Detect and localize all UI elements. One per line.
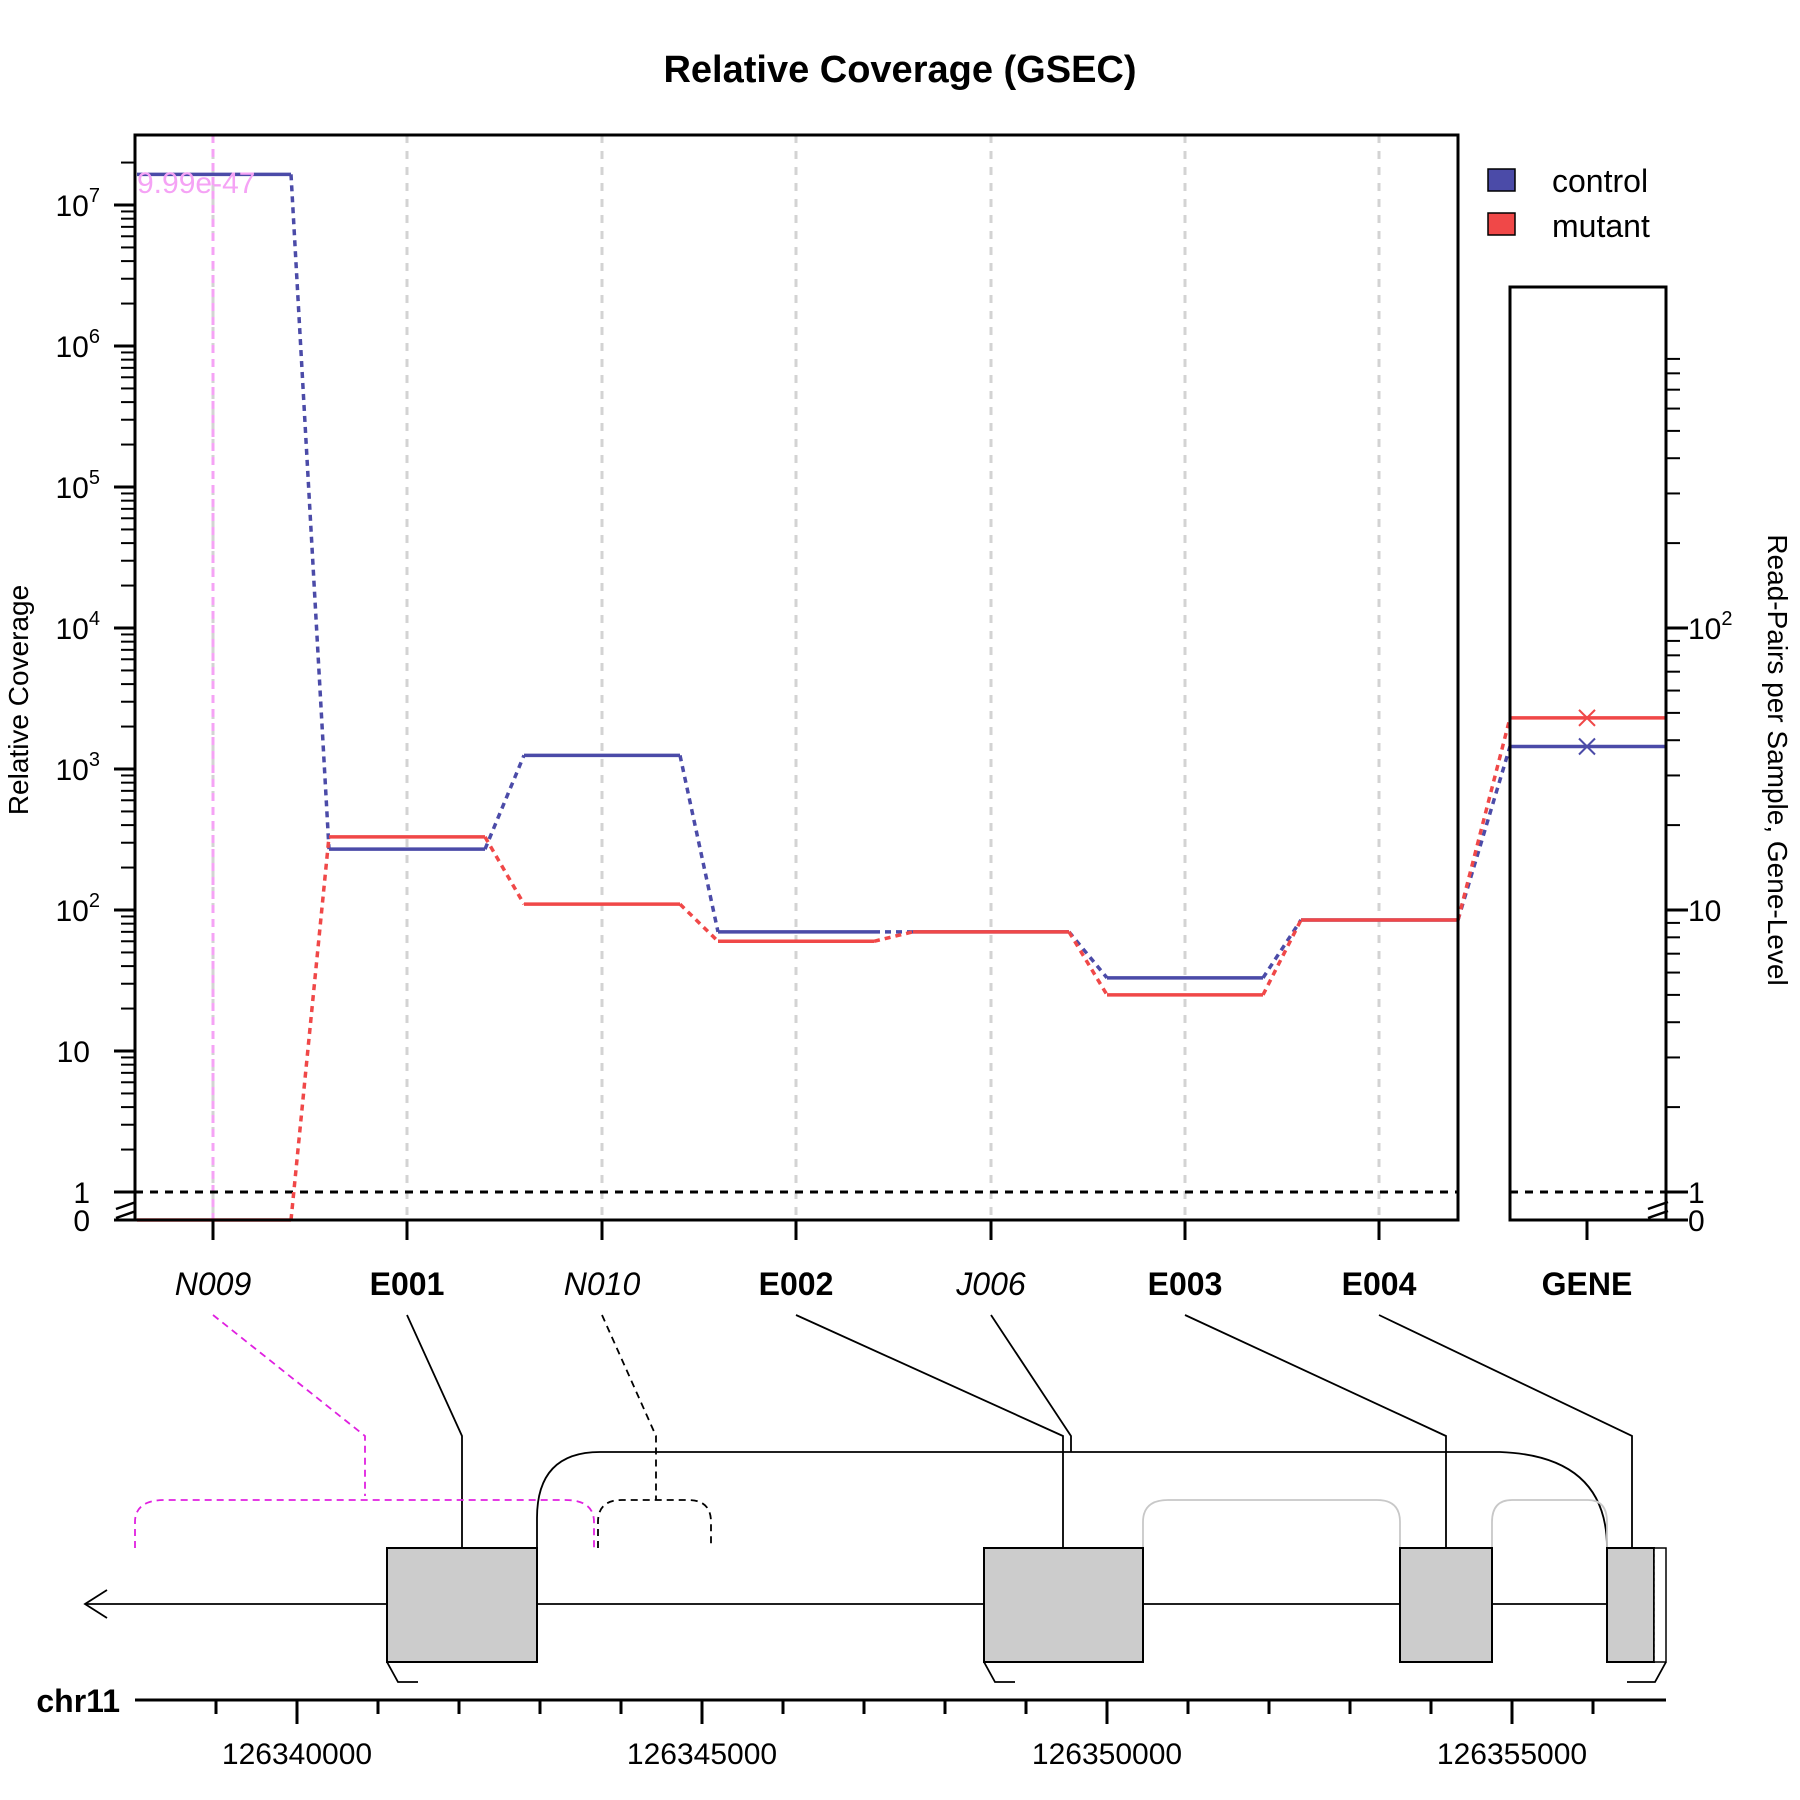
junction-e003-e004 (1491, 1499, 1608, 1548)
legend: control mutant (1487, 163, 1650, 244)
y-axis-right: 01 10 102 (1647, 287, 1733, 1238)
y-tick-label: 105 (56, 467, 101, 505)
series-mutant-connector-6 (1261, 919, 1303, 996)
feature-connectors (212, 1314, 1633, 1548)
exon-box-e001 (386, 1547, 538, 1663)
series-mutant-connector-5 (1067, 930, 1109, 996)
exon-e001-foot (386, 1661, 418, 1683)
series-mutant-connector-3 (678, 902, 720, 943)
series-control-connector-1 (289, 174, 331, 850)
junction-e002-e003 (1142, 1499, 1401, 1548)
feature-gridlines (211, 135, 1381, 1220)
y-tick-label: 102 (56, 890, 101, 928)
y-right-tick-label: 10 (1688, 895, 1721, 928)
gene-level-mutant-marker (1578, 709, 1596, 727)
y-tick-label: 104 (56, 608, 101, 646)
y-right-tick-label: 102 (1688, 608, 1733, 646)
y-tick-label: 0 (73, 1205, 90, 1238)
y-axis-right-label: Read-Pairs per Sample, Gene-Level (1762, 534, 1793, 985)
feature-label-e002: E002 (759, 1266, 834, 1302)
legend-label-control: control (1552, 163, 1648, 199)
y-axis-left: 01 10 102 103 104 105 106 107 (56, 135, 137, 1238)
exon-e002-foot (983, 1661, 1015, 1683)
y-tick-label: 107 (56, 185, 101, 223)
pvalue-label: 9.99e-47 (137, 167, 255, 200)
exon-e004-foot (1627, 1661, 1667, 1683)
gene-model (83, 1547, 1667, 1683)
connector-n010 (601, 1314, 657, 1500)
connector-e002 (795, 1314, 1064, 1548)
legend-swatch-mutant (1487, 212, 1516, 236)
feature-axis: N009 E001 N010 E002 J006 E003 E004 GENE (135, 1218, 1666, 1302)
feature-label-j006: J006 (955, 1266, 1026, 1302)
chromosome-label: chr11 (36, 1683, 120, 1719)
splice-junctions (134, 1451, 1608, 1549)
genomic-tick-label: 126345000 (627, 1738, 777, 1771)
series-control-connector-6 (1261, 918, 1303, 979)
series-lines (137, 172, 1512, 1222)
series-mutant-connector-2 (483, 836, 526, 906)
series-control-connector-3 (678, 754, 720, 933)
exon-box-e004 (1606, 1547, 1655, 1663)
series-mutant-connector-1 (289, 836, 331, 1221)
legend-swatch-control (1487, 168, 1516, 192)
legend-label-mutant: mutant (1552, 208, 1650, 244)
series-control-connector-gene (1456, 745, 1512, 921)
exon-box-e003 (1399, 1547, 1493, 1663)
strand-arrow-icon (83, 1589, 108, 1619)
feature-label-n010: N010 (564, 1266, 641, 1302)
genomic-tick-label: 126350000 (1032, 1738, 1182, 1771)
gene-plot-frame (1508, 285, 1668, 1222)
y-tick-label: 1 (73, 1177, 90, 1210)
genomic-axis: 126340000 126345000 126350000 126355000 (214, 1700, 1595, 1771)
gene-level-marks (1510, 709, 1666, 756)
connector-e003 (1184, 1314, 1447, 1548)
connector-j006 (990, 1314, 1072, 1452)
y-tick-label: 10 (57, 1036, 90, 1069)
exon-box-e004-utr (1653, 1547, 1667, 1663)
series-mutant-connector-gene (1456, 717, 1512, 921)
y-axis-label: Relative Coverage (3, 585, 34, 815)
y-right-tick-label: 0 (1688, 1205, 1705, 1238)
chart-title: Relative Coverage (GSEC) (663, 49, 1136, 91)
series-mutant-connector-4 (873, 930, 914, 943)
feature-label-n009: N009 (175, 1266, 252, 1302)
series-control-connector-5 (1067, 930, 1109, 980)
feature-label-e003: E003 (1148, 1266, 1223, 1302)
y-axis-break-icon (115, 1200, 137, 1220)
y-right-tick-label: 1 (1688, 1177, 1705, 1210)
junction-n010 (597, 1499, 712, 1548)
junction-n009 (134, 1499, 595, 1548)
gene-level-control-marker (1578, 737, 1596, 756)
series-control-connector-2 (483, 754, 526, 850)
connector-e004 (1378, 1314, 1633, 1548)
feature-label-e001: E001 (370, 1266, 445, 1302)
feature-label-gene: GENE (1542, 1266, 1633, 1302)
y-tick-label: 106 (56, 326, 101, 364)
y-tick-label: 103 (56, 749, 101, 787)
exon-box-e002 (983, 1547, 1144, 1663)
connector-n009 (212, 1314, 366, 1496)
connector-e001 (406, 1314, 463, 1548)
y-right-axis-break-icon (1647, 1200, 1669, 1220)
feature-label-e004: E004 (1342, 1266, 1417, 1302)
genomic-tick-label: 126340000 (222, 1738, 372, 1771)
genomic-tick-label: 126355000 (1437, 1738, 1587, 1771)
